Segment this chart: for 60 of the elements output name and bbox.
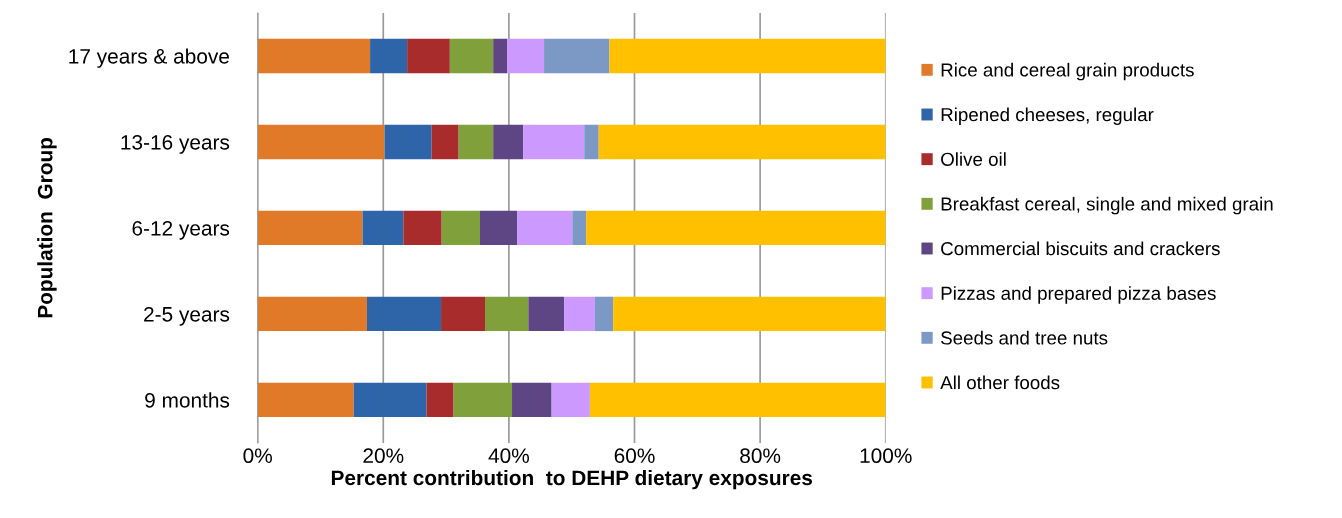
bar bbox=[507, 38, 545, 74]
bar bbox=[426, 382, 454, 418]
x-tick-label: 0% bbox=[243, 448, 272, 464]
x-tick-label: 60% bbox=[614, 448, 655, 464]
bar bbox=[407, 38, 450, 74]
bar bbox=[403, 210, 442, 246]
y-tick-label: 9 months bbox=[145, 392, 230, 408]
bar bbox=[512, 382, 552, 418]
legend-label: Seeds and tree nuts bbox=[941, 330, 1108, 345]
bar bbox=[366, 296, 442, 332]
bar bbox=[609, 38, 886, 74]
legend-label: Breakfast cereal, single and mixed grain bbox=[941, 196, 1273, 215]
bar bbox=[598, 124, 886, 160]
x-axis-title: Percent contribution to DEHP dietary exposures bbox=[331, 469, 813, 490]
bar bbox=[257, 124, 385, 160]
bar bbox=[594, 296, 614, 332]
legend-label: Ripened cheeses, regular bbox=[941, 107, 1154, 125]
bar bbox=[564, 296, 595, 332]
bar bbox=[384, 124, 432, 160]
legend-label: All other foods bbox=[940, 375, 1060, 390]
bar bbox=[370, 38, 408, 74]
bar bbox=[589, 382, 886, 418]
bar bbox=[257, 210, 363, 246]
bar bbox=[586, 210, 886, 246]
bar bbox=[257, 382, 354, 418]
y-tick-label: 17 years & above bbox=[69, 48, 229, 68]
y-tick-label: 13-16 years bbox=[121, 134, 230, 154]
bar bbox=[493, 38, 507, 74]
bar bbox=[584, 124, 599, 160]
bar bbox=[517, 210, 573, 246]
x-tick-label: 20% bbox=[363, 448, 404, 464]
bar bbox=[453, 382, 513, 418]
legend-label: Rice and cereal grain products bbox=[941, 62, 1194, 81]
bar bbox=[441, 210, 480, 246]
x-tick-label: 80% bbox=[740, 448, 781, 464]
bar bbox=[523, 124, 585, 160]
bar bbox=[613, 296, 886, 332]
bar bbox=[441, 296, 486, 332]
bar bbox=[551, 382, 590, 418]
y-tick-label: 2-5 years bbox=[144, 306, 230, 326]
bar bbox=[362, 210, 404, 246]
bar bbox=[480, 210, 518, 246]
legend-label: Olive oil bbox=[941, 152, 1006, 166]
x-tick-label: 40% bbox=[488, 448, 529, 464]
bar bbox=[458, 124, 494, 160]
bar bbox=[544, 38, 610, 74]
x-tick-label: 100% bbox=[860, 448, 912, 464]
bar bbox=[257, 296, 367, 332]
bar bbox=[257, 38, 371, 74]
legend-label: Commercial biscuits and crackers bbox=[941, 241, 1220, 256]
bar bbox=[485, 296, 529, 332]
bar bbox=[572, 210, 587, 246]
y-axis-title: Population Group bbox=[37, 137, 57, 318]
bar bbox=[353, 382, 427, 418]
bar bbox=[449, 38, 494, 74]
bar bbox=[493, 124, 524, 160]
bar bbox=[431, 124, 459, 160]
y-tick-label: 6-12 years bbox=[132, 220, 230, 240]
legend-label: Pizzas and prepared pizza bases bbox=[941, 286, 1216, 304]
bar bbox=[528, 296, 565, 332]
